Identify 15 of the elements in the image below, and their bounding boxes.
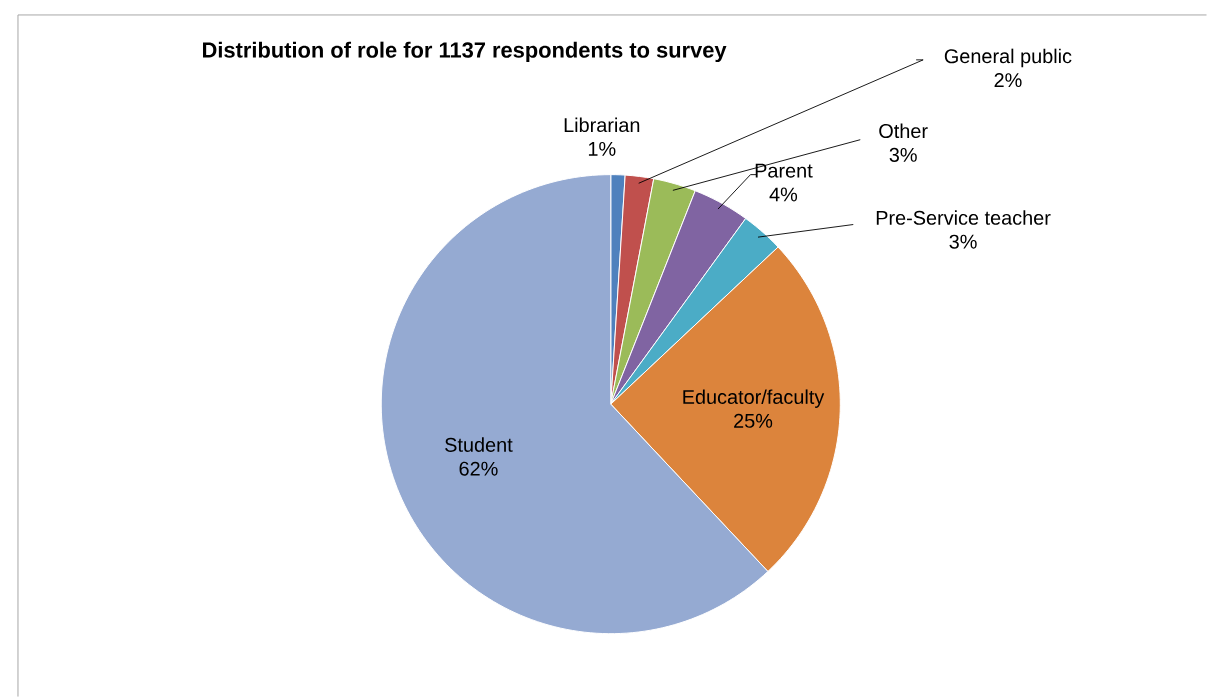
slice-label: Parent [755,163,813,178]
slice-label: Student [445,437,513,452]
data-label: 2% [994,73,1022,88]
data-label: 25% [734,413,773,428]
slice-label: Pre-Service teacher [876,210,1051,225]
data-label: 3% [889,147,917,162]
data-label: 62% [459,461,498,476]
data-label: 1% [588,141,616,156]
slice-label: Librarian [564,117,640,133]
chart-title: Distribution of role for 1137 respondents to survey [203,41,727,63]
slice-label: Other [879,123,928,139]
data-label: 4% [769,187,798,202]
slice-label: General public [944,48,1072,68]
slice-label: Educator/faculty [683,389,825,408]
data-label: 3% [949,234,977,249]
